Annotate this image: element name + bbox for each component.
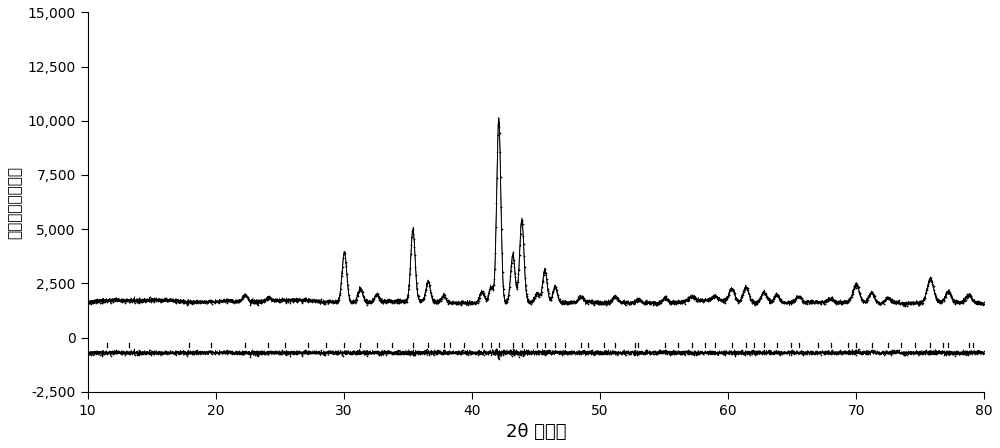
Y-axis label: 峰强度（计数点）: 峰强度（计数点） xyxy=(7,166,22,239)
X-axis label: 2θ （度）: 2θ （度） xyxy=(506,423,566,441)
